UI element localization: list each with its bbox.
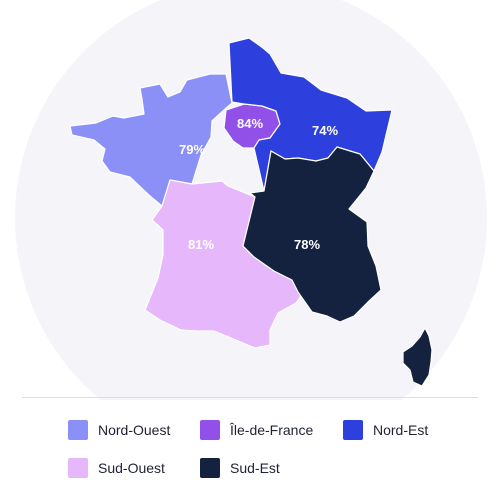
legend-item-nord-est: Nord-Est bbox=[343, 420, 428, 440]
label-sud-est-value: 78% bbox=[294, 237, 320, 252]
legend-divider bbox=[22, 397, 478, 398]
legend-item-sud-est: Sud-Est bbox=[200, 458, 280, 478]
label-ile-de-france-value: 84% bbox=[237, 116, 263, 131]
legend-item-ile-de-france: Île-de-France bbox=[200, 420, 313, 440]
legend-label-nord-ouest: Nord-Ouest bbox=[98, 422, 171, 438]
label-sud-ouest-value: 81% bbox=[188, 237, 214, 252]
legend-item-nord-ouest: Nord-Ouest bbox=[68, 420, 170, 440]
france-map: 79% 84% 74% 81% 78% bbox=[70, 38, 433, 387]
legend-swatch-ile-de-france bbox=[200, 420, 220, 440]
legend-item-sud-ouest: Sud-Ouest bbox=[68, 458, 165, 478]
label-nord-ouest-value: 79% bbox=[179, 142, 205, 157]
legend-swatch-nord-ouest bbox=[68, 420, 88, 440]
legend-swatch-sud-est bbox=[200, 458, 220, 478]
legend-swatch-sud-ouest bbox=[68, 458, 88, 478]
legend-label-sud-ouest: Sud-Ouest bbox=[98, 460, 165, 476]
region-sud-est[interactable] bbox=[242, 146, 382, 323]
legend-label-ile-de-france: Île-de-France bbox=[230, 422, 314, 438]
legend-swatch-nord-est bbox=[343, 420, 363, 440]
region-sud-est-corsica[interactable] bbox=[402, 327, 433, 387]
france-map-svg: 79% 84% 74% 81% 78% bbox=[70, 38, 433, 387]
legend-label-nord-est: Nord-Est bbox=[373, 422, 429, 438]
legend-label-sud-est: Sud-Est bbox=[230, 460, 280, 476]
label-nord-est-value: 74% bbox=[312, 123, 338, 138]
